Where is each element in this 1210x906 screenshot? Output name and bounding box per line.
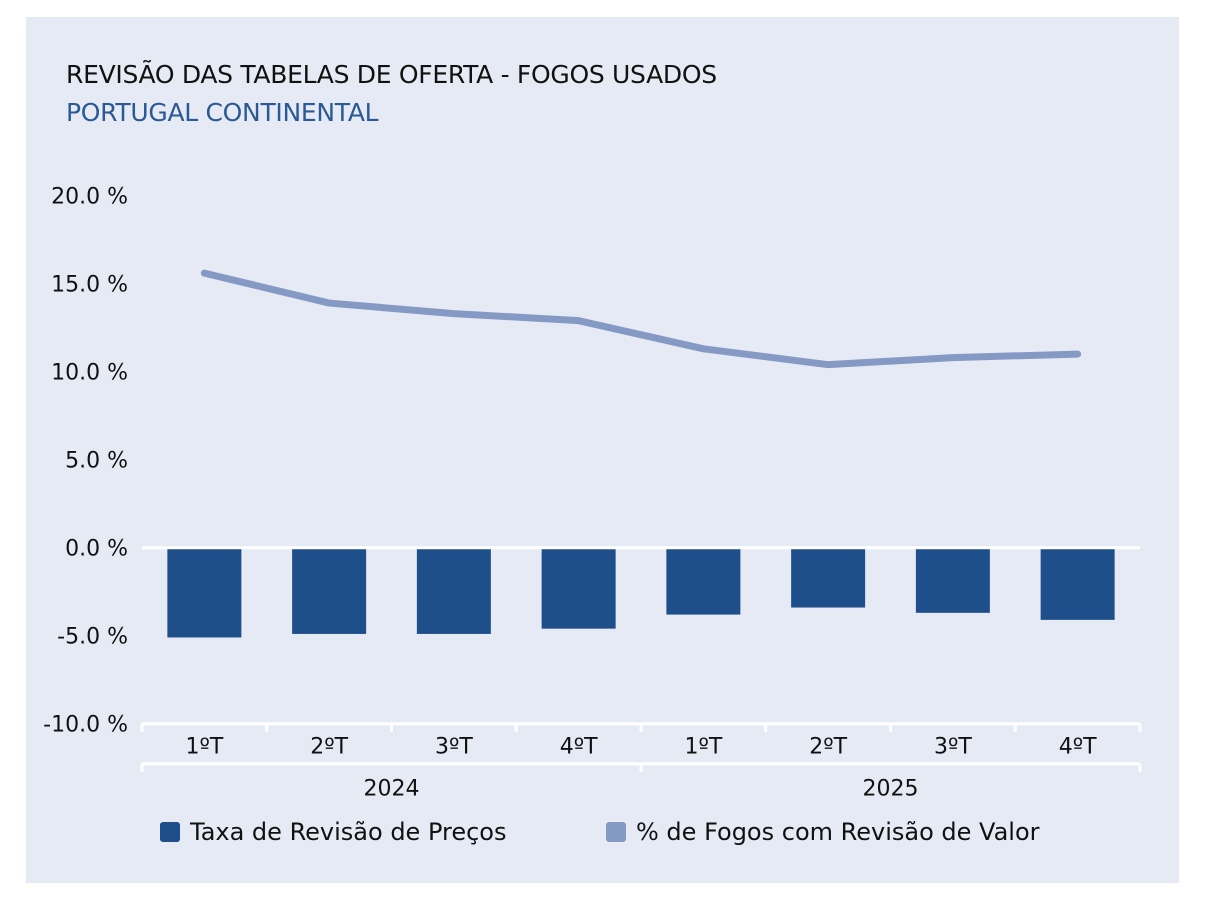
bar: [915, 547, 990, 613]
group-label: 2025: [863, 777, 919, 802]
bar: [791, 547, 866, 608]
legend-swatch-bars: [160, 822, 180, 842]
y-tick-label: 15.0 %: [51, 273, 128, 298]
y-tick-label: -10.0 %: [43, 713, 128, 738]
legend-swatch-line: [606, 822, 626, 842]
y-tick-label: 0.0 %: [65, 537, 128, 562]
x-tick-label: 3ºT: [934, 735, 972, 760]
chart-subtitle: PORTUGAL CONTINENTAL: [66, 98, 379, 127]
y-tick-label: 5.0 %: [65, 449, 128, 474]
bar: [541, 547, 616, 629]
x-tick-label: 2ºT: [310, 735, 348, 760]
line-series: [200, 269, 1082, 369]
bar: [292, 547, 367, 634]
legend-label-bars: Taxa de Revisão de Preços: [190, 818, 507, 846]
x-tick-label: 4ºT: [1059, 735, 1097, 760]
y-tick-label: -5.0 %: [57, 625, 128, 650]
legend-label-line: % de Fogos com Revisão de Valor: [636, 818, 1040, 846]
chart-title: REVISÃO DAS TABELAS DE OFERTA - FOGOS US…: [66, 60, 717, 89]
chart-panel: [26, 17, 1179, 883]
bar: [167, 547, 242, 638]
legend-item-line: % de Fogos com Revisão de Valor: [606, 818, 1040, 846]
y-tick-label: 20.0 %: [51, 185, 128, 210]
x-tick-label: 1ºT: [684, 735, 722, 760]
bar: [416, 547, 491, 634]
x-tick-label: 3ºT: [435, 735, 473, 760]
x-tick-label: 1ºT: [185, 735, 223, 760]
x-tick-label: 4ºT: [560, 735, 598, 760]
legend-item-bars: Taxa de Revisão de Preços: [160, 818, 507, 846]
bar: [1040, 547, 1115, 620]
bar: [666, 547, 741, 615]
y-tick-label: 10.0 %: [51, 361, 128, 386]
x-tick-label: 2ºT: [809, 735, 847, 760]
group-label: 2024: [364, 777, 420, 802]
